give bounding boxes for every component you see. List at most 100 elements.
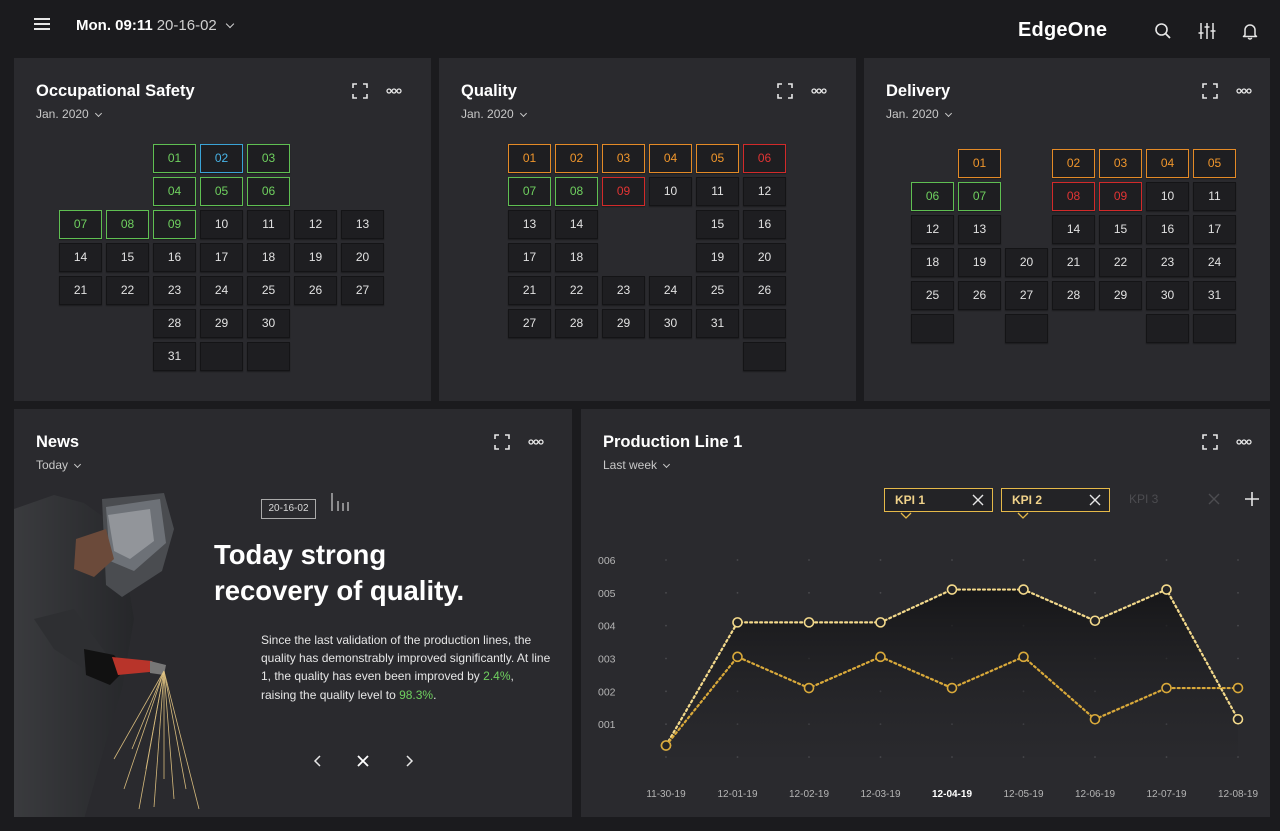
calendar-day-09[interactable]: 09 xyxy=(153,210,196,239)
next-icon[interactable] xyxy=(401,753,417,769)
data-point-kpi-1[interactable] xyxy=(732,617,743,628)
calendar-day-23[interactable]: 23 xyxy=(1146,248,1189,277)
calendar-day-13[interactable]: 13 xyxy=(508,210,551,239)
calendar-day-28[interactable]: 28 xyxy=(153,309,196,338)
calendar-day-19[interactable]: 19 xyxy=(294,243,337,272)
calendar-day-02[interactable]: 02 xyxy=(555,144,598,173)
calendar-day-09[interactable]: 09 xyxy=(1099,182,1142,211)
close-icon[interactable] xyxy=(1208,493,1220,505)
calendar-day-05[interactable]: 05 xyxy=(696,144,739,173)
calendar-day-03[interactable]: 03 xyxy=(1099,149,1142,178)
calendar-day-29[interactable]: 29 xyxy=(1099,281,1142,310)
period-selector[interactable]: Jan. 2020 xyxy=(461,107,527,121)
calendar-day-14[interactable]: 14 xyxy=(59,243,102,272)
calendar-day-17[interactable]: 17 xyxy=(200,243,243,272)
calendar-day-16[interactable]: 16 xyxy=(743,210,786,239)
calendar-day-19[interactable]: 19 xyxy=(696,243,739,272)
calendar-day-18[interactable]: 18 xyxy=(555,243,598,272)
calendar-day-15[interactable]: 15 xyxy=(696,210,739,239)
calendar-day-12[interactable]: 12 xyxy=(294,210,337,239)
data-point-kpi-2[interactable] xyxy=(946,682,958,694)
calendar-day-17[interactable]: 17 xyxy=(508,243,551,272)
calendar-day-15[interactable]: 15 xyxy=(106,243,149,272)
data-point-kpi-1[interactable] xyxy=(875,617,886,628)
data-point-kpi-2[interactable] xyxy=(1161,682,1172,694)
calendar-day-18[interactable]: 18 xyxy=(911,248,954,277)
calendar-day-27[interactable]: 27 xyxy=(1005,281,1048,310)
data-point-kpi-2[interactable] xyxy=(1089,713,1101,725)
calendar-day-14[interactable]: 14 xyxy=(1052,215,1095,244)
calendar-day-08[interactable]: 08 xyxy=(555,177,598,206)
data-point-kpi-1[interactable] xyxy=(803,617,815,628)
calendar-day-31[interactable]: 31 xyxy=(153,342,196,371)
calendar-day-25[interactable]: 25 xyxy=(247,276,290,305)
more-icon[interactable] xyxy=(386,87,402,95)
calendar-day-29[interactable]: 29 xyxy=(200,309,243,338)
calendar-day-23[interactable]: 23 xyxy=(153,276,196,305)
period-selector[interactable]: Today xyxy=(36,458,82,472)
close-icon[interactable] xyxy=(972,494,984,506)
calendar-day-16[interactable]: 16 xyxy=(1146,215,1189,244)
search-icon[interactable] xyxy=(1154,22,1172,40)
data-point-kpi-1[interactable] xyxy=(1089,615,1101,627)
calendar-day-02[interactable]: 02 xyxy=(1052,149,1095,178)
more-icon[interactable] xyxy=(1236,438,1252,446)
calendar-day-29[interactable]: 29 xyxy=(602,309,645,338)
calendar-day-01[interactable]: 01 xyxy=(508,144,551,173)
calendar-day-27[interactable]: 27 xyxy=(341,276,384,305)
calendar-day-03[interactable]: 03 xyxy=(602,144,645,173)
expand-icon[interactable] xyxy=(494,434,510,450)
kpi-1-tag[interactable]: KPI 1 xyxy=(884,488,993,512)
more-icon[interactable] xyxy=(528,438,544,446)
close-icon[interactable] xyxy=(355,753,371,769)
data-point-kpi-2[interactable] xyxy=(875,651,886,663)
calendar-day-08[interactable]: 08 xyxy=(1052,182,1095,211)
more-icon[interactable] xyxy=(811,87,827,95)
calendar-day-11[interactable]: 11 xyxy=(1193,182,1236,211)
calendar-day-04[interactable]: 04 xyxy=(649,144,692,173)
calendar-day-28[interactable]: 28 xyxy=(1052,281,1095,310)
calendar-day-01[interactable]: 01 xyxy=(958,149,1001,178)
calendar-day-12[interactable]: 12 xyxy=(911,215,954,244)
calendar-day-06[interactable]: 06 xyxy=(247,177,290,206)
calendar-day-09[interactable]: 09 xyxy=(602,177,645,206)
calendar-day-01[interactable]: 01 xyxy=(153,144,196,173)
calendar-day-05[interactable]: 05 xyxy=(1193,149,1236,178)
date-time-selector[interactable]: Mon. 09:11 20-16-02 xyxy=(76,17,234,34)
data-point-kpi-1[interactable] xyxy=(1018,584,1029,595)
data-point-kpi-2[interactable] xyxy=(660,740,672,751)
calendar-day-30[interactable]: 30 xyxy=(247,309,290,338)
calendar-day-02[interactable]: 02 xyxy=(200,144,243,173)
period-selector[interactable]: Last week xyxy=(603,458,671,472)
add-kpi-icon[interactable] xyxy=(1245,492,1259,506)
expand-icon[interactable] xyxy=(777,83,793,99)
calendar-day-20[interactable]: 20 xyxy=(341,243,384,272)
calendar-day-22[interactable]: 22 xyxy=(106,276,149,305)
calendar-day-24[interactable]: 24 xyxy=(649,276,692,305)
data-point-kpi-2[interactable] xyxy=(803,682,815,694)
calendar-day-16[interactable]: 16 xyxy=(153,243,196,272)
calendar-day-15[interactable]: 15 xyxy=(1099,215,1142,244)
calendar-day-17[interactable]: 17 xyxy=(1193,215,1236,244)
data-point-kpi-1[interactable] xyxy=(946,584,958,595)
expand-icon[interactable] xyxy=(1202,83,1218,99)
calendar-day-20[interactable]: 20 xyxy=(1005,248,1048,277)
calendar-day-03[interactable]: 03 xyxy=(247,144,290,173)
calendar-day-14[interactable]: 14 xyxy=(555,210,598,239)
period-selector[interactable]: Jan. 2020 xyxy=(36,107,102,121)
calendar-day-22[interactable]: 22 xyxy=(555,276,598,305)
calendar-day-23[interactable]: 23 xyxy=(602,276,645,305)
calendar-day-24[interactable]: 24 xyxy=(1193,248,1236,277)
calendar-day-21[interactable]: 21 xyxy=(508,276,551,305)
kpi-3-tag[interactable]: KPI 3 xyxy=(1119,488,1228,512)
calendar-day-04[interactable]: 04 xyxy=(1146,149,1189,178)
data-point-kpi-1[interactable] xyxy=(1232,713,1244,725)
calendar-day-30[interactable]: 30 xyxy=(1146,281,1189,310)
calendar-day-08[interactable]: 08 xyxy=(106,210,149,239)
data-point-kpi-2[interactable] xyxy=(732,651,743,663)
expand-icon[interactable] xyxy=(1202,434,1218,450)
calendar-day-26[interactable]: 26 xyxy=(743,276,786,305)
calendar-day-10[interactable]: 10 xyxy=(1146,182,1189,211)
calendar-day-11[interactable]: 11 xyxy=(247,210,290,239)
expand-icon[interactable] xyxy=(352,83,368,99)
